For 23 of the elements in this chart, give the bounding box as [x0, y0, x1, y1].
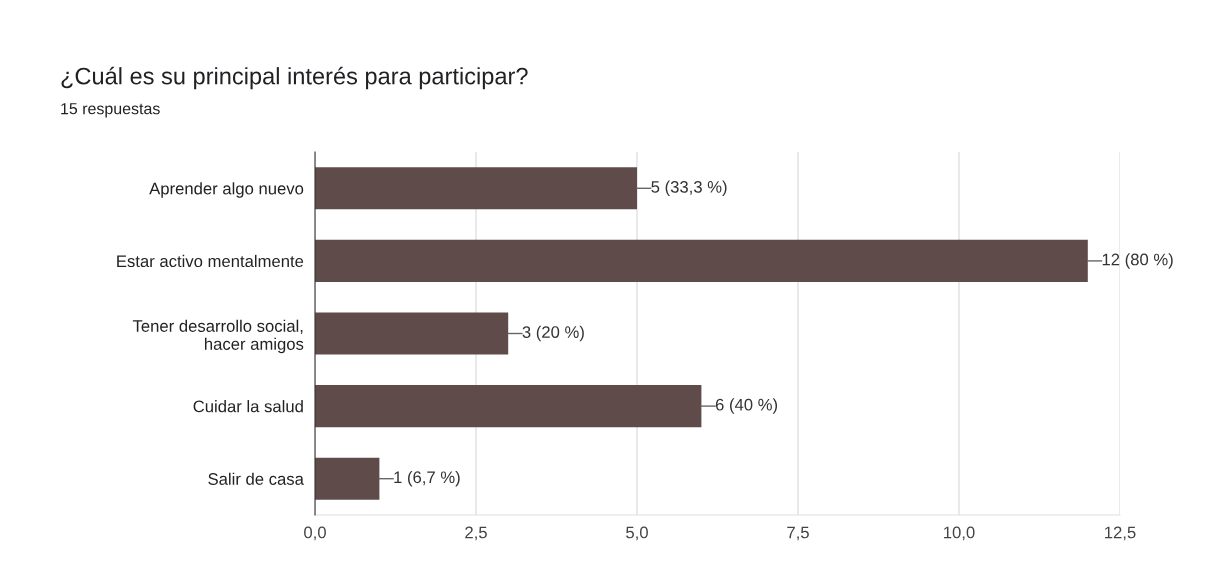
data-label: 3 (20 %) — [522, 325, 584, 342]
data-label: 6 (40 %) — [715, 398, 778, 414]
x-tick-label: 10,0 — [944, 526, 975, 541]
y-tick-label: Tener desarrollo social, hacer amigos — [132, 319, 304, 354]
bar — [315, 312, 509, 355]
x-tick-label: 0,0 — [304, 526, 326, 541]
data-label: 12 (80 %) — [1102, 253, 1173, 269]
bar — [315, 385, 702, 428]
y-tick-label: Estar activo mentalmente — [117, 254, 304, 268]
bar — [315, 167, 637, 210]
x-tick-label: 12,5 — [1105, 526, 1136, 541]
bar — [315, 457, 380, 500]
chart-title: ¿Cuál es su principal interés para participar? — [61, 66, 528, 90]
x-tick-label: 7,5 — [787, 526, 809, 541]
bar — [315, 239, 1088, 282]
y-tick-label: Cuidar la salud — [193, 400, 303, 413]
text: 15 respuestas — [61, 103, 160, 118]
y-tick-label: Aprender algo nuevo — [149, 182, 304, 198]
y-tick-label: Salir de casa — [208, 472, 304, 485]
data-label: 5 (33,3 %) — [651, 180, 727, 197]
x-tick-label: 5,0 — [626, 526, 648, 541]
x-tick-label: 2,5 — [465, 526, 487, 541]
data-label: 1 (6,7 %) — [394, 470, 460, 487]
